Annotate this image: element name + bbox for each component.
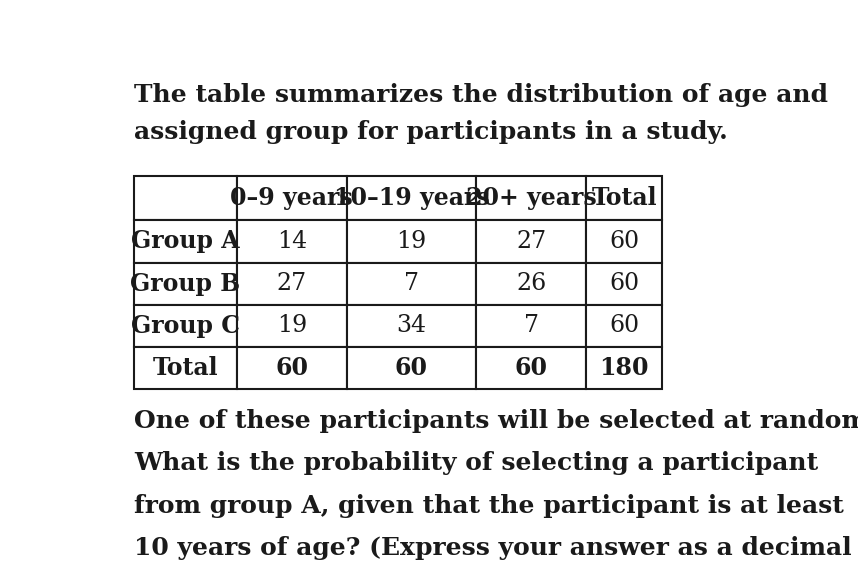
Bar (586, 347, 662, 389)
Text: 14: 14 (276, 230, 307, 253)
Bar (476, 176, 586, 220)
Text: 27: 27 (277, 272, 307, 295)
Text: What is the probability of selecting a participant: What is the probability of selecting a p… (134, 451, 818, 475)
Bar (237, 176, 347, 220)
Bar (134, 220, 237, 263)
Bar (586, 263, 662, 305)
Bar (134, 347, 237, 389)
Text: One of these participants will be selected at random.: One of these participants will be select… (134, 409, 858, 433)
Text: 180: 180 (600, 356, 649, 380)
Text: 60: 60 (515, 356, 547, 380)
Text: 60: 60 (609, 230, 639, 253)
Text: 26: 26 (516, 272, 547, 295)
Text: 34: 34 (396, 314, 426, 338)
Text: Group C: Group C (131, 314, 240, 338)
Bar (237, 347, 347, 389)
Bar (134, 263, 237, 305)
Bar (237, 305, 347, 347)
Text: 60: 60 (609, 314, 639, 338)
Text: 10 years of age? (Express your answer as a decimal or: 10 years of age? (Express your answer as… (134, 535, 858, 560)
Text: 60: 60 (395, 356, 428, 380)
Bar (237, 220, 347, 263)
Bar (586, 305, 662, 347)
Text: 60: 60 (275, 356, 308, 380)
Bar (347, 220, 476, 263)
Bar (476, 220, 586, 263)
Bar (134, 305, 237, 347)
Text: assigned group for participants in a study.: assigned group for participants in a stu… (134, 121, 728, 144)
Bar (586, 176, 662, 220)
Text: Group A: Group A (131, 230, 239, 253)
Text: Total: Total (153, 356, 218, 380)
Bar (476, 263, 586, 305)
Bar (347, 263, 476, 305)
Text: Total: Total (591, 186, 657, 210)
Bar (237, 263, 347, 305)
Text: The table summarizes the distribution of age and: The table summarizes the distribution of… (134, 83, 828, 107)
Text: 19: 19 (396, 230, 426, 253)
Text: 27: 27 (517, 230, 547, 253)
Bar (347, 305, 476, 347)
Text: 60: 60 (609, 272, 639, 295)
Text: 19: 19 (276, 314, 307, 338)
Bar (134, 176, 237, 220)
Bar (586, 220, 662, 263)
Text: 0–9 years: 0–9 years (231, 186, 353, 210)
Text: Group B: Group B (130, 272, 240, 295)
Bar (347, 176, 476, 220)
Text: 7: 7 (523, 314, 539, 338)
Text: 20+ years: 20+ years (466, 186, 596, 210)
Bar (476, 305, 586, 347)
Text: 7: 7 (404, 272, 419, 295)
Bar (347, 347, 476, 389)
Text: from group A, given that the participant is at least: from group A, given that the participant… (134, 493, 843, 518)
Text: 10–19 years: 10–19 years (334, 186, 489, 210)
Bar (476, 347, 586, 389)
